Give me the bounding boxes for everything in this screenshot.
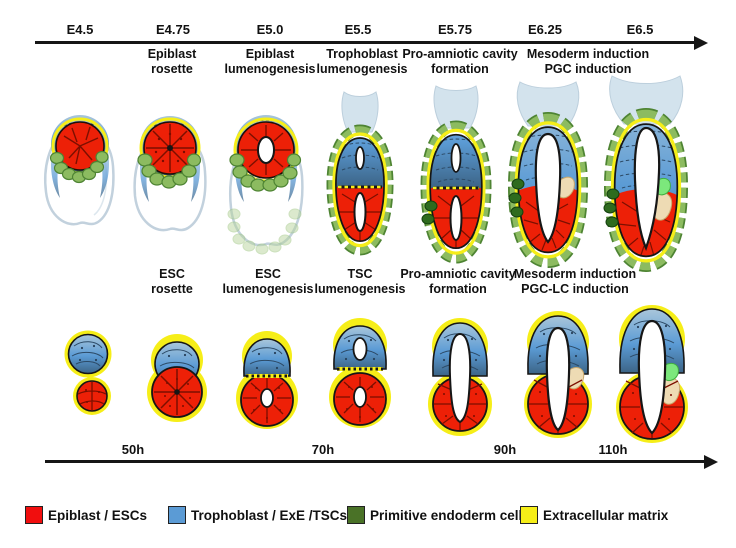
primitive-endoderm-ring — [603, 107, 689, 273]
stage-proamniotic-cavity-model: Pro-amniotic cavity formation — [400, 267, 516, 296]
ecm-ring — [426, 128, 486, 255]
tsc-sphere — [67, 333, 109, 375]
legend-item-epiblast: Epiblast / ESCs — [25, 506, 147, 524]
dark-endoderm-cells — [603, 188, 620, 228]
embryo-e5-5-illustration — [326, 91, 394, 256]
model-mesoderm-illustration — [524, 311, 592, 438]
timeline-bottom-arrow-head — [704, 454, 718, 469]
timeline-top-label-e5-5: E5.5 — [344, 22, 372, 37]
primitive-endoderm-cells — [137, 153, 202, 189]
stage-esc-rosette: ESC rosette — [151, 267, 193, 296]
epiblast-lumen — [353, 192, 367, 232]
esc-lumen — [353, 386, 367, 408]
embryo-e5-75-illustration — [420, 85, 492, 264]
timeline-top-label-e5-0: E5.0 — [256, 22, 284, 37]
legend-item-ecm: Extracellular matrix — [520, 506, 668, 524]
stage-trophoblast-lumenogenesis: Trophoblast lumenogenesis — [316, 47, 408, 76]
stage-mesoderm-pgc-induction: Mesoderm induction PGC induction — [526, 47, 650, 76]
primitive-endoderm-cells — [229, 153, 302, 192]
dark-endoderm-cells — [508, 178, 525, 218]
tsc-lumen — [352, 337, 368, 361]
faded-endoderm-ring — [227, 208, 302, 255]
embryo-e4-75-illustration — [133, 116, 207, 232]
timeline-bottom-label-90h: 90h — [493, 442, 517, 457]
trophoblast-lumen — [355, 146, 365, 170]
timeline-bottom-label-50h: 50h — [121, 442, 145, 457]
tsc-compartment — [243, 338, 291, 377]
timeline-top-label-e4-5: E4.5 — [66, 22, 94, 37]
legend-label-primitive-endoderm: Primitive endoderm cells — [370, 507, 530, 523]
ecm-ring — [332, 132, 388, 248]
stage-tsc-lumenogenesis: TSC lumenogenesis — [314, 267, 406, 296]
model-esc-lumenogenesis-illustration — [236, 331, 298, 429]
proamniotic-cavity — [448, 332, 472, 424]
primitive-endoderm-ring — [507, 111, 589, 269]
ectoplacental-plume — [516, 81, 580, 127]
model-tsc-lumenogenesis-illustration — [329, 318, 391, 428]
ectoplacental-plume — [433, 85, 479, 129]
embryo-e6-25-illustration — [507, 81, 589, 269]
timeline-bottom-label-110h: 110h — [598, 442, 628, 457]
legend-item-primitive-endoderm: Primitive endoderm cells — [347, 506, 530, 524]
stage-mesoderm-pgclc-induction: Mesoderm induction PGC-LC induction — [513, 267, 637, 296]
esc-lumen — [260, 388, 274, 408]
epiblast-lumen — [449, 195, 463, 241]
primitive-endoderm-ring — [326, 124, 394, 256]
amnion-fold — [557, 176, 575, 199]
proamniotic-cavity — [637, 319, 667, 435]
rosette-center-dot — [174, 389, 180, 395]
amnion-fold — [567, 367, 585, 390]
primitive-endoderm-ring — [420, 120, 492, 264]
legend-item-trophoblast: Trophoblast / ExE /TSCs — [168, 506, 347, 524]
model-pgclc-illustration — [616, 305, 688, 443]
rosette-center-dot — [167, 145, 173, 151]
proamniotic-cavity — [545, 326, 571, 432]
timeline-bottom-label-70h: 70h — [311, 442, 335, 457]
embryo-e6-5-illustration — [603, 75, 689, 273]
legend-label-epiblast: Epiblast / ESCs — [48, 507, 148, 523]
timeline-top-label-e6-25: E6.25 — [528, 22, 562, 37]
legend-label-ecm: Extracellular matrix — [543, 507, 669, 523]
stage-epiblast-rosette: Epiblast rosette — [147, 47, 197, 76]
ecm-ring — [610, 117, 682, 263]
proamniotic-cavity — [633, 126, 661, 251]
primitive-endoderm-cells — [49, 150, 109, 184]
embryo-e4-5-illustration — [44, 115, 115, 226]
legend-swatch-primitive-endoderm — [347, 506, 365, 524]
model-esc-rosette-illustration — [147, 334, 207, 422]
model-50h-illustration — [64, 330, 112, 415]
timeline-top-label-e4-75: E4.75 — [156, 22, 190, 37]
timeline-top-label-e6-5: E6.5 — [626, 22, 654, 37]
model-proamniotic-illustration — [428, 318, 492, 436]
legend-swatch-ecm — [520, 506, 538, 524]
proamniotic-cavity — [534, 132, 562, 244]
trophoblast-lumen — [450, 143, 462, 173]
ectoplacental-plume — [609, 75, 684, 125]
ecm-ring — [514, 121, 582, 259]
stage-proamniotic-cavity: Pro-amniotic cavity formation — [402, 47, 518, 76]
timeline-bottom-arrow-line — [45, 460, 705, 463]
legend-swatch-trophoblast — [168, 506, 186, 524]
timeline-top-label-e5-75: E5.75 — [438, 22, 472, 37]
timeline-top-arrow-line — [35, 41, 695, 44]
timeline-top-arrow-head — [694, 35, 708, 50]
dark-endoderm-cells — [421, 200, 438, 225]
epiblast-lumen — [257, 136, 275, 164]
stage-esc-lumenogenesis: ESC lumenogenesis — [222, 267, 314, 296]
embryo-e5-0-illustration — [227, 115, 304, 255]
legend-label-trophoblast: Trophoblast / ExE /TSCs — [191, 507, 348, 523]
stage-epiblast-lumenogenesis: Epiblast lumenogenesis — [224, 47, 316, 76]
legend-swatch-epiblast — [25, 506, 43, 524]
ectoplacental-plume — [341, 91, 379, 133]
